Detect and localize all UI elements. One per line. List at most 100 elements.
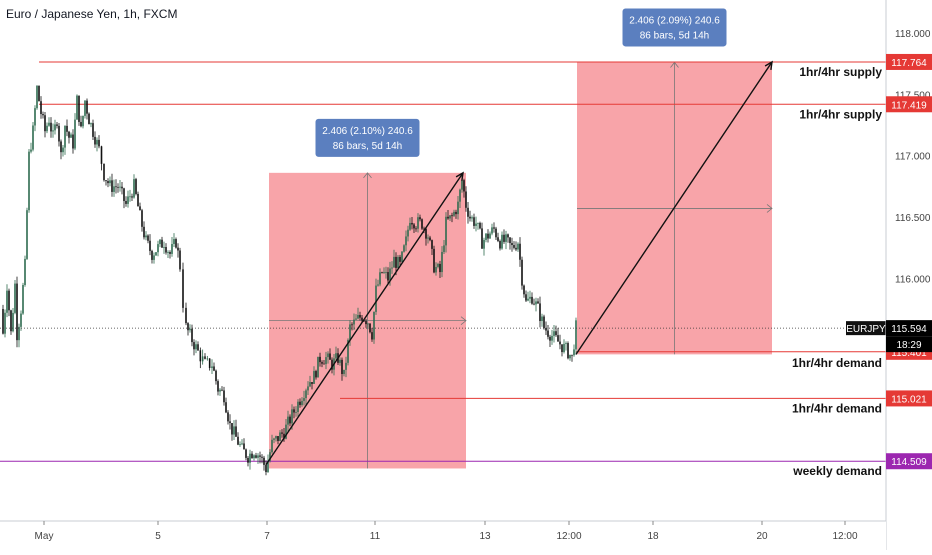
candle: [449, 215, 451, 219]
candle: [409, 222, 411, 230]
candle: [313, 371, 315, 384]
measurement-label-box: [315, 118, 420, 157]
candle: [373, 311, 375, 340]
candle: [273, 438, 275, 440]
candle: [165, 247, 167, 253]
candle: [483, 239, 485, 249]
candle: [539, 303, 541, 321]
candle: [213, 366, 215, 371]
candle: [90, 123, 92, 125]
candle: [535, 301, 537, 305]
zone-label: 1hr/4hr demand: [792, 401, 882, 415]
price-axis[interactable]: 118.000 117.500 117.000 116.500 116.000 115.5…: [886, 29, 932, 470]
candle: [233, 426, 235, 435]
candle: [453, 211, 455, 216]
candle: [151, 250, 153, 260]
countdown-badge: [886, 336, 932, 353]
candle: [421, 219, 423, 229]
candle: [215, 370, 217, 382]
candle: [533, 303, 535, 305]
candle: [357, 314, 359, 319]
candle: [135, 179, 137, 194]
candle: [497, 237, 499, 242]
candle: [127, 196, 129, 204]
candle: [267, 460, 269, 473]
candle: [179, 250, 181, 270]
trend-arrow[interactable]: [575, 61, 773, 355]
candle: [86, 100, 88, 114]
candle: [26, 210, 28, 259]
candle: [223, 390, 225, 403]
time-tick-label: 13: [479, 531, 491, 542]
time-axis-bg: [0, 521, 886, 550]
candle: [22, 285, 24, 314]
candle: [239, 444, 241, 445]
candle: [16, 283, 18, 341]
price-tick-label: 117.500: [895, 90, 931, 101]
candle: [297, 401, 299, 412]
candle: [459, 189, 461, 202]
candle: [305, 390, 307, 399]
candle: [529, 296, 531, 299]
candle: [206, 358, 209, 360]
candle: [489, 233, 491, 239]
candle: [281, 432, 283, 434]
candle: [527, 298, 529, 301]
candle: [6, 290, 8, 313]
candle: [285, 424, 287, 439]
candle: [98, 139, 100, 147]
candle: [62, 147, 64, 153]
candle: [521, 259, 523, 286]
candle: [82, 115, 84, 127]
time-axis[interactable]: May 5 7 11 13 12:00 18 20 12:00: [35, 521, 858, 542]
candle: [204, 356, 206, 359]
candle: [137, 193, 139, 207]
candle: [275, 436, 277, 439]
candle: [249, 453, 251, 463]
candle: [563, 343, 565, 353]
measurement-1[interactable]: 2.406 (2.10%) 240.6 86 bars, 5d 14h: [269, 118, 467, 469]
candle: [12, 312, 14, 332]
candle: [349, 324, 351, 340]
candle: [451, 215, 453, 217]
candle: [295, 411, 297, 413]
candle: [133, 179, 135, 198]
candle: [445, 216, 447, 246]
candle: [545, 328, 547, 331]
candle: [271, 439, 273, 453]
price-tick-label: 116.000: [895, 274, 931, 285]
candle: [24, 258, 26, 286]
zone-label: weekly demand: [792, 464, 882, 478]
candle: [523, 285, 525, 295]
measurement-arrow-head: [363, 172, 372, 179]
candle: [155, 252, 157, 256]
candle: [341, 359, 343, 375]
trend-arrow[interactable]: [265, 172, 464, 466]
candle: [139, 206, 141, 211]
candle: [347, 339, 349, 363]
measurement-label-line2: 86 bars, 5d 14h: [333, 141, 403, 152]
candle: [50, 122, 52, 132]
candle: [401, 251, 403, 262]
zone-label: 1hr/4hr demand: [792, 356, 882, 370]
candle: [355, 318, 357, 320]
candle: [20, 313, 22, 327]
time-tick-label: May: [35, 531, 54, 542]
candle: [54, 124, 56, 131]
measurement-label-box: [622, 8, 727, 47]
candle: [417, 217, 419, 229]
zone-label: 1hr/4hr supply: [799, 107, 882, 121]
candle: [513, 245, 515, 248]
candle: [66, 125, 68, 132]
candle: [507, 234, 509, 238]
candle: [425, 228, 427, 239]
candle: [68, 131, 70, 138]
candle: [413, 224, 415, 229]
candle: [109, 180, 111, 184]
candle: [115, 186, 117, 188]
candle: [195, 344, 197, 350]
candle: [433, 248, 435, 273]
candle: [391, 267, 393, 269]
